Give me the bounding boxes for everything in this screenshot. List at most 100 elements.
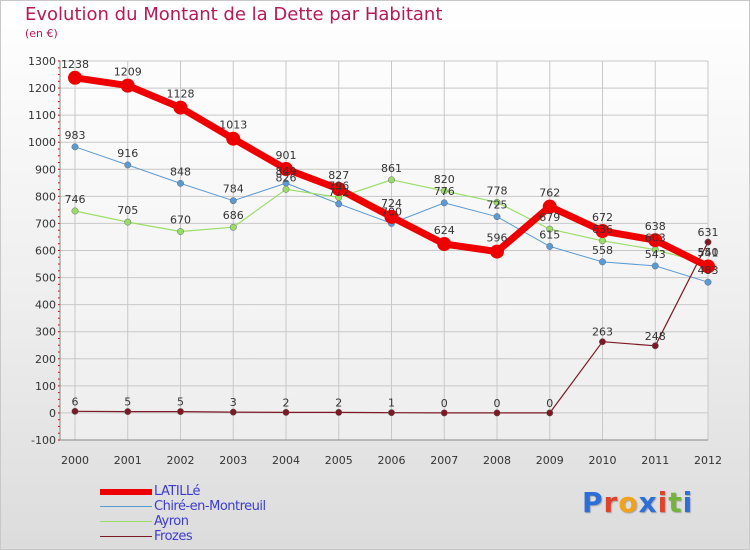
data-label: 550 <box>698 246 719 259</box>
data-label: 826 <box>276 171 297 184</box>
data-label: 638 <box>645 220 666 233</box>
data-point <box>124 161 132 169</box>
x-tick-label: 2006 <box>378 454 406 467</box>
data-label: 679 <box>539 211 560 224</box>
y-tick-label: 1200 <box>28 82 56 95</box>
data-point <box>71 143 79 151</box>
legend-swatch-frozes <box>100 536 152 537</box>
chart-unit: (en €) <box>25 27 58 40</box>
data-label: 558 <box>592 244 613 257</box>
data-label: 784 <box>223 183 244 196</box>
data-point <box>493 198 501 206</box>
data-label: 541 <box>698 246 719 259</box>
y-tick-label: 600 <box>35 245 56 258</box>
data-label: 603 <box>645 232 666 245</box>
x-tick-label: 2012 <box>694 454 722 467</box>
data-label: 631 <box>698 226 719 239</box>
data-label: 5 <box>124 396 131 409</box>
data-label: 1238 <box>61 58 89 71</box>
data-point <box>282 408 290 416</box>
data-label: 724 <box>381 197 402 210</box>
x-tick-label: 2005 <box>325 454 353 467</box>
data-point <box>493 213 501 221</box>
data-point <box>651 262 659 270</box>
x-tick-label: 2000 <box>61 454 89 467</box>
x-tick-label: 2002 <box>167 454 195 467</box>
data-label: 778 <box>487 184 508 197</box>
data-point <box>71 207 79 215</box>
data-point <box>120 78 135 93</box>
logo-letter: x <box>638 486 658 519</box>
data-label: 248 <box>645 330 666 343</box>
data-point <box>546 242 554 250</box>
data-point <box>229 197 237 205</box>
data-point <box>282 185 290 193</box>
logo-letter: i <box>682 486 694 519</box>
data-label: 762 <box>539 187 560 200</box>
data-point <box>701 259 715 274</box>
data-label: 596 <box>487 232 508 245</box>
data-point <box>388 176 395 184</box>
x-tick-label: 2011 <box>641 454 669 467</box>
data-point <box>493 409 501 417</box>
data-label: 861 <box>381 162 402 175</box>
data-label: 705 <box>117 204 138 217</box>
data-point <box>177 228 184 236</box>
data-point <box>335 408 343 416</box>
logo-letter: o <box>618 486 639 519</box>
x-tick-label: 2003 <box>219 454 247 467</box>
y-tick-label: 1100 <box>28 109 56 122</box>
data-label: 746 <box>65 193 86 206</box>
data-label: 2 <box>283 396 290 409</box>
y-tick-label: 400 <box>35 299 56 312</box>
y-tick-label: 900 <box>35 163 56 176</box>
data-label: 686 <box>223 209 244 222</box>
data-point <box>71 407 79 415</box>
data-point <box>124 408 132 416</box>
y-tick-label: 1300 <box>28 55 56 68</box>
data-point <box>546 225 554 233</box>
y-tick-label: 300 <box>35 326 56 339</box>
data-label: 543 <box>645 248 666 261</box>
y-tick-label: 800 <box>35 190 56 203</box>
data-point <box>542 199 557 214</box>
data-label: 916 <box>117 147 138 160</box>
data-label: 5 <box>177 396 184 409</box>
data-point <box>440 187 448 195</box>
y-tick-label: 0 <box>49 407 56 420</box>
data-point <box>177 408 184 416</box>
data-label: 3 <box>230 396 237 409</box>
data-point <box>331 182 346 197</box>
x-tick-label: 2001 <box>114 454 142 467</box>
data-point <box>599 338 606 346</box>
data-label: 983 <box>65 129 86 142</box>
data-point <box>704 238 712 246</box>
data-label: 670 <box>170 214 191 227</box>
y-tick-label: 700 <box>35 217 56 230</box>
data-label: 1013 <box>219 119 247 132</box>
data-label: 848 <box>170 165 191 178</box>
legend-label-ayron: Ayron <box>154 514 189 529</box>
data-point <box>704 278 712 286</box>
data-label: 624 <box>434 224 455 237</box>
data-point <box>384 209 399 224</box>
x-tick-label: 2007 <box>430 454 458 467</box>
data-point <box>229 408 237 416</box>
data-point <box>177 179 184 187</box>
legend-swatch-latille <box>100 489 152 495</box>
y-tick-label: 200 <box>35 353 56 366</box>
y-tick-label: 500 <box>35 272 56 285</box>
data-point <box>595 224 610 239</box>
y-tick-label: 1000 <box>28 136 56 149</box>
y-tick-label: -100 <box>31 434 56 447</box>
data-label: 615 <box>539 228 560 241</box>
data-label: 1128 <box>167 88 195 101</box>
x-tick-label: 2009 <box>536 454 564 467</box>
data-label: 772 <box>328 186 349 199</box>
data-label: 776 <box>434 185 455 198</box>
data-point <box>437 237 452 252</box>
data-label: 2 <box>335 396 342 409</box>
data-point <box>173 100 188 115</box>
data-label: 0 <box>441 397 448 410</box>
